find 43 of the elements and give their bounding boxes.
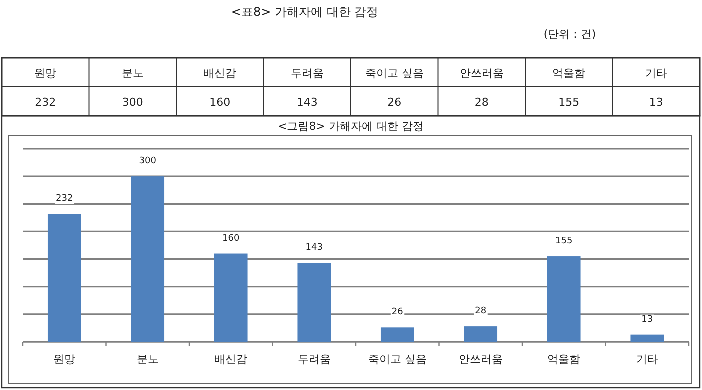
category-label: 배신감 xyxy=(204,67,237,80)
text: 300 xyxy=(139,156,156,167)
category-label: 죽이고 싶음 xyxy=(365,67,424,80)
category-label: 안쓰러움 xyxy=(460,67,504,80)
bar xyxy=(48,214,82,342)
category-label: 분노 xyxy=(122,67,144,80)
category-label: 기타 xyxy=(645,67,668,80)
bar xyxy=(630,334,664,342)
text: 160 xyxy=(222,234,240,244)
x-tick-label: 두려움 xyxy=(298,353,331,366)
category-label: 억울함 xyxy=(552,67,586,80)
data-label: 232 xyxy=(35,96,56,109)
bar xyxy=(380,328,414,342)
data-label: 300 xyxy=(122,96,144,109)
bar xyxy=(464,326,498,342)
bar xyxy=(298,263,332,342)
chart-title: <그림8> 가해자에 대한 감정 xyxy=(278,120,424,133)
text: 143 xyxy=(306,243,323,254)
data-label: 160 xyxy=(210,96,231,109)
text: 13 xyxy=(642,314,654,325)
x-tick-label: 분노 xyxy=(136,353,159,366)
text: 28 xyxy=(475,306,487,317)
bar xyxy=(214,254,248,342)
data-label: 143 xyxy=(296,96,318,109)
text: 155 xyxy=(556,236,573,247)
x-tick-label: 기타 xyxy=(636,353,658,366)
data-label: 155 xyxy=(558,96,580,109)
x-tick-label: 배신감 xyxy=(214,353,248,366)
text: 26 xyxy=(392,308,404,318)
text: 232 xyxy=(56,194,74,204)
text: (단위 : 건) xyxy=(544,28,596,41)
bar xyxy=(547,256,581,342)
x-tick-label: 억울함 xyxy=(548,353,581,366)
data-label: 26 xyxy=(388,96,402,109)
category-label: 두려움 xyxy=(290,67,324,80)
x-tick-label: 원망 xyxy=(54,353,76,366)
data-label: 28 xyxy=(474,96,489,109)
data-label: 13 xyxy=(649,96,664,109)
category-label: 원망 xyxy=(34,67,57,80)
x-tick-label: 죽이고 싶음 xyxy=(368,353,427,366)
bar xyxy=(131,176,165,342)
x-tick-label: 안쓰러움 xyxy=(458,353,503,366)
text: <표8> 가해자에 대한 감정 xyxy=(231,5,379,19)
